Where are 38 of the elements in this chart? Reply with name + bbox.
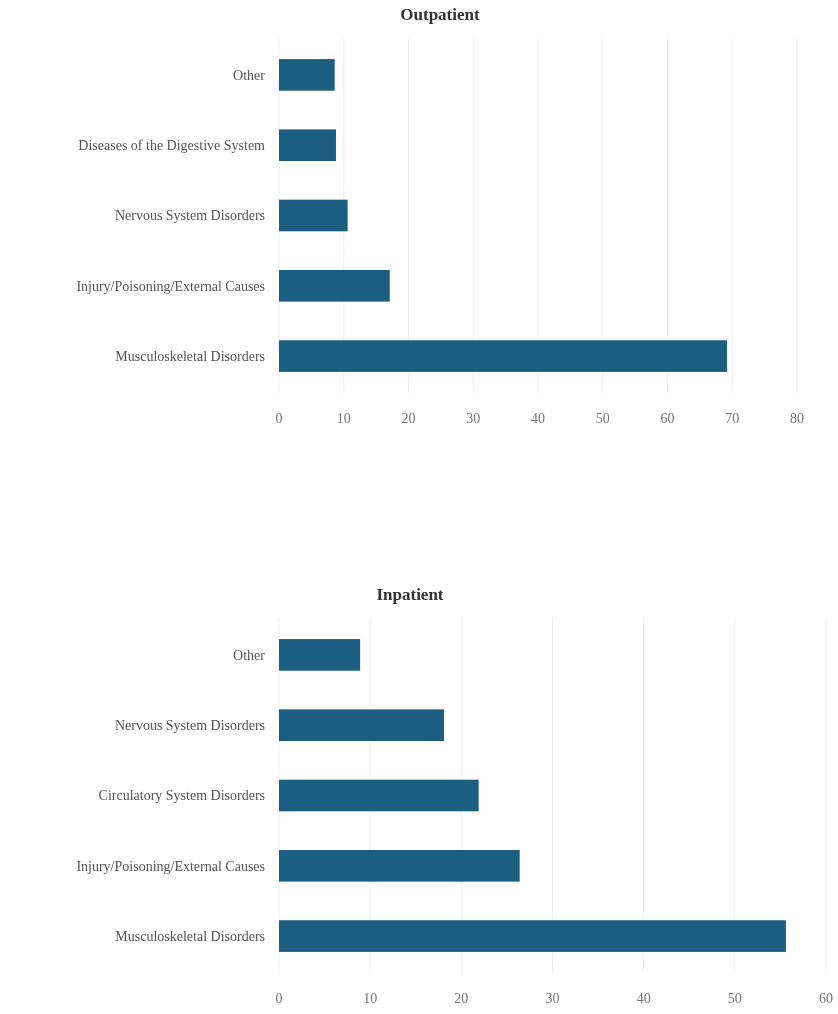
x-tick-label: 10 bbox=[363, 991, 378, 1006]
x-tick-label: 60 bbox=[819, 991, 833, 1006]
y-tick-label: Musculoskeletal Disorders bbox=[115, 348, 265, 364]
x-tick-label: 80 bbox=[790, 411, 804, 426]
x-tick-label: 30 bbox=[545, 991, 560, 1006]
y-tick-label: Nervous System Disorders bbox=[114, 718, 265, 734]
x-tick-label: 40 bbox=[636, 991, 651, 1006]
x-tick-label: 50 bbox=[727, 991, 742, 1006]
chart-title: Inpatient bbox=[376, 585, 444, 604]
x-tick-label: 40 bbox=[531, 411, 545, 426]
x-tick-label: 20 bbox=[454, 991, 469, 1006]
x-tick-label: 30 bbox=[466, 411, 481, 426]
y-tick-label: Injury/Poisoning/External Causes bbox=[76, 858, 265, 874]
bar bbox=[279, 779, 479, 812]
bar bbox=[279, 639, 361, 671]
bar bbox=[279, 340, 728, 372]
x-tick-label: 0 bbox=[275, 991, 283, 1006]
y-tick-label: Injury/Poisoning/External Causes bbox=[76, 278, 265, 294]
bar bbox=[279, 129, 336, 162]
x-tick-label: 70 bbox=[725, 411, 740, 426]
bar bbox=[279, 269, 390, 302]
bar bbox=[279, 849, 520, 882]
chart-title: Outpatient bbox=[400, 5, 481, 24]
y-tick-label: Circulatory System Disorders bbox=[98, 788, 265, 804]
bar bbox=[279, 199, 348, 232]
x-tick-label: 10 bbox=[336, 411, 351, 426]
y-tick-label: Nervous System Disorders bbox=[114, 208, 265, 224]
x-tick-label: 0 bbox=[275, 411, 283, 426]
x-tick-label: 50 bbox=[595, 411, 610, 426]
bar bbox=[279, 709, 445, 742]
y-tick-label: Other bbox=[233, 67, 266, 83]
y-tick-label: Diseases of the Digestive System bbox=[78, 138, 266, 154]
y-tick-label: Musculoskeletal Disorders bbox=[115, 928, 265, 944]
x-tick-label: 20 bbox=[401, 411, 416, 426]
bar bbox=[279, 920, 786, 952]
x-tick-label: 60 bbox=[660, 411, 675, 426]
y-tick-label: Other bbox=[233, 647, 266, 663]
bar bbox=[279, 59, 335, 91]
